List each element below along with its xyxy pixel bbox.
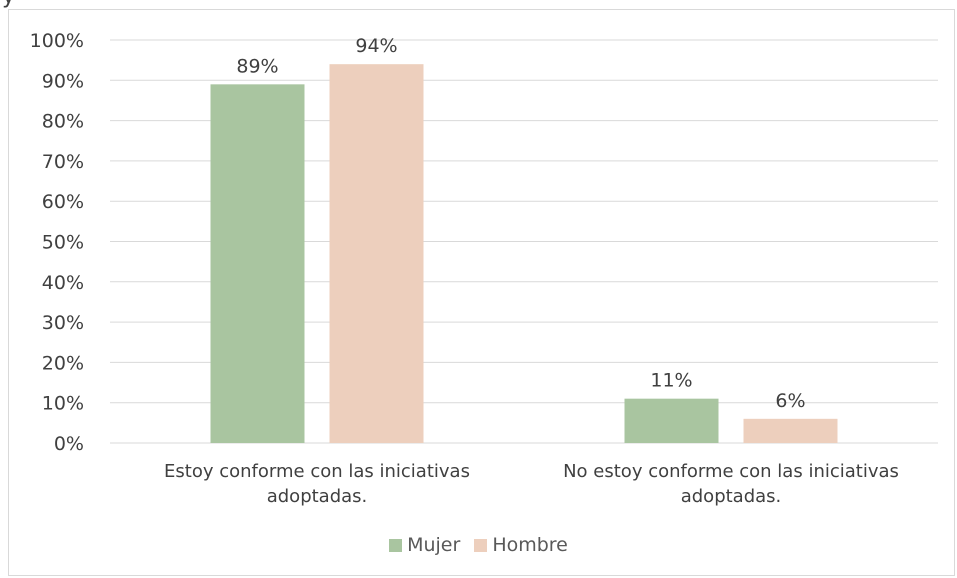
data-label: 89% <box>236 55 278 77</box>
legend-item-hombre: Hombre <box>474 534 568 556</box>
chart-frame <box>8 9 955 576</box>
y-tick-label: 50% <box>42 232 84 254</box>
x-category-label: Estoy conforme con las iniciativas <box>164 461 470 482</box>
x-axis-categories: Estoy conforme con las iniciativas adopta… <box>164 461 899 507</box>
legend: Mujer Hombre <box>0 534 957 557</box>
x-category-label: No estoy conforme con las iniciativas <box>563 461 899 482</box>
y-tick-label: 80% <box>42 111 84 133</box>
legend-swatch <box>474 538 488 552</box>
y-tick-label: 70% <box>42 151 84 173</box>
data-label: 94% <box>355 35 397 57</box>
y-tick-label: 60% <box>42 191 84 213</box>
y-tick-label: 40% <box>42 272 84 294</box>
bars <box>210 64 838 444</box>
y-tick-label: 0% <box>54 433 84 455</box>
y-tick-label: 10% <box>42 393 84 415</box>
bar-mujer <box>624 398 719 443</box>
bar-hombre <box>329 64 424 444</box>
x-category-label: adoptadas. <box>681 486 782 507</box>
y-axis-ticks: 0% 10% 20% 30% 40% 50% 60% 70% 80% 90% 100% <box>30 30 84 455</box>
data-labels: 89% 94% 11% 6% <box>236 35 805 412</box>
data-label: 11% <box>650 370 692 392</box>
legend-label: Mujer <box>407 534 461 556</box>
legend-item-mujer: Mujer <box>389 534 460 556</box>
y-tick-label: 30% <box>42 312 84 334</box>
legend-label: Hombre <box>492 534 568 556</box>
x-category-label: adoptadas. <box>267 486 368 507</box>
y-tick-label: 20% <box>42 352 84 374</box>
chart-title-fragment: y <box>2 0 15 8</box>
legend-swatch <box>389 538 403 552</box>
bar-hombre <box>743 418 838 443</box>
data-label: 6% <box>775 390 805 412</box>
bar-mujer <box>210 84 305 443</box>
y-tick-label: 90% <box>42 70 84 92</box>
y-tick-label: 100% <box>30 30 84 52</box>
